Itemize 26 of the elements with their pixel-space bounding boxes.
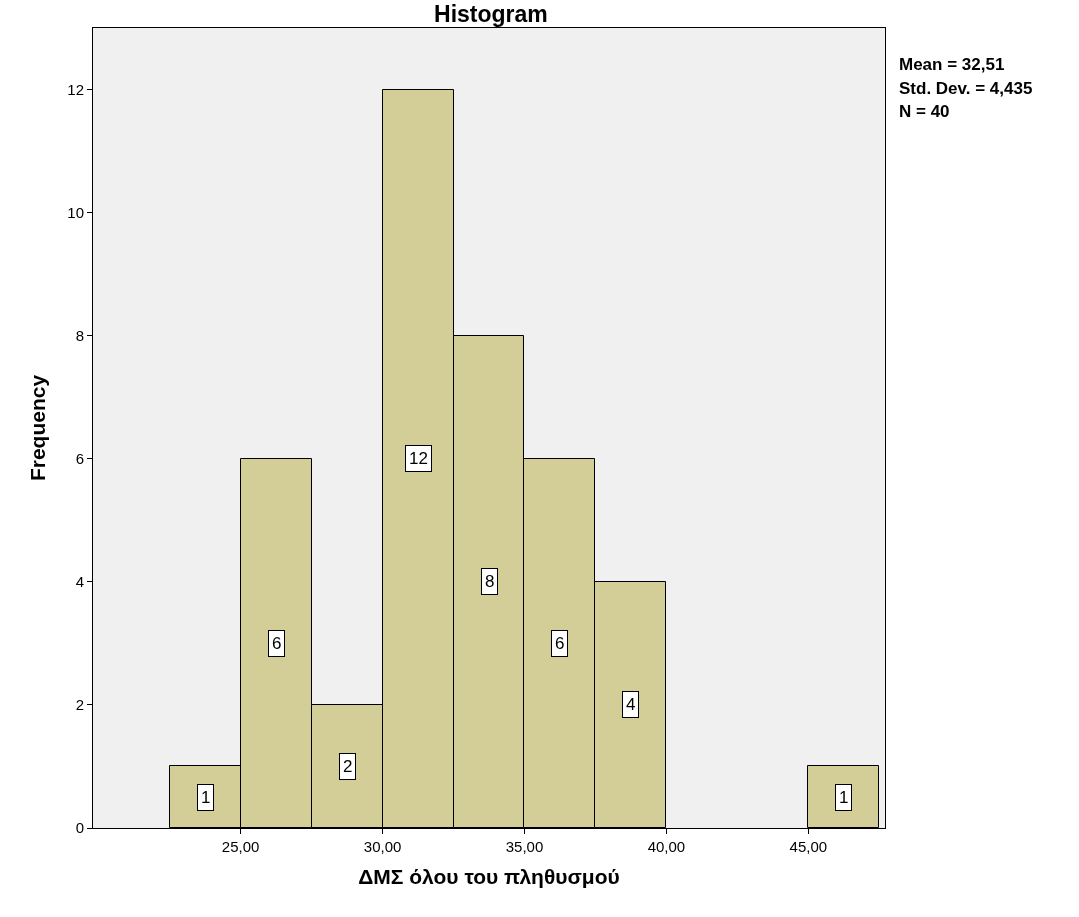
text: N = 40 bbox=[899, 102, 950, 121]
data-label: 4 bbox=[626, 695, 636, 714]
x-tick-label: 40,00 bbox=[647, 838, 686, 855]
y-tick-label: 0 bbox=[75, 819, 84, 837]
x-tick-label: 25,00 bbox=[221, 838, 260, 855]
y-tick-label: 6 bbox=[75, 450, 84, 468]
y-tick-label: 10 bbox=[67, 203, 84, 221]
x-tick-label: 45,00 bbox=[789, 838, 828, 855]
y-axis-title: Frequency bbox=[26, 374, 50, 482]
data-label: 12 bbox=[409, 449, 428, 468]
y-tick-label: 2 bbox=[75, 696, 84, 714]
x-axis-title: ΔΜΣ όλου του πληθυσμού bbox=[358, 865, 620, 889]
y-tick-label: 8 bbox=[75, 326, 84, 344]
data-label: 2 bbox=[343, 757, 353, 776]
chart-title: Histogram bbox=[434, 0, 548, 27]
text: Mean = 32,51 bbox=[899, 55, 1005, 74]
data-label: 6 bbox=[555, 634, 565, 653]
data-label: 8 bbox=[485, 572, 495, 591]
text: Std. Dev. = 4,435 bbox=[899, 79, 1033, 98]
data-label: 1 bbox=[201, 788, 211, 807]
data-label: 6 bbox=[272, 634, 282, 653]
y-tick-label: 4 bbox=[75, 573, 84, 591]
data-label: 1 bbox=[839, 788, 849, 807]
x-tick-label: 35,00 bbox=[505, 838, 544, 855]
y-tick-label: 12 bbox=[67, 80, 84, 98]
x-tick-label: 30,00 bbox=[363, 838, 402, 855]
